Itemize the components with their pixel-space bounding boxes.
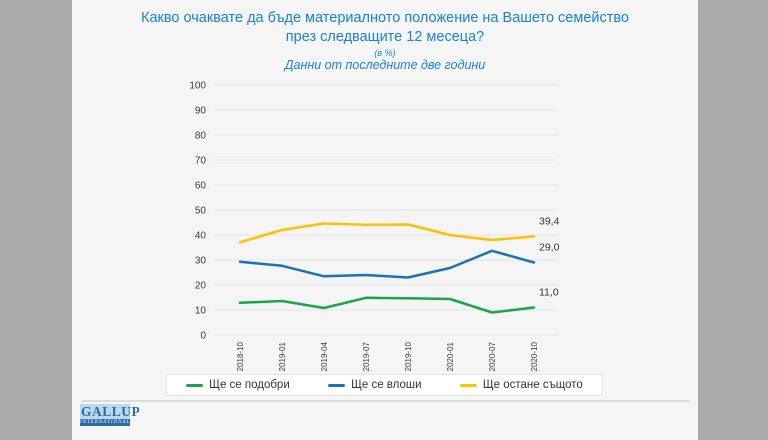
legend-item: Ще остане същото bbox=[459, 379, 583, 391]
x-axis-tick-label: 2019-10 bbox=[404, 341, 413, 371]
y-axis-tick-label: 40 bbox=[195, 231, 207, 242]
gallup-logo-subtitle: INTERNATIONAL bbox=[80, 419, 131, 426]
x-axis-tick-label: 2019-07 bbox=[362, 341, 371, 371]
x-axis-tick-label: 2019-04 bbox=[320, 341, 329, 371]
series-end-data-label: 29,0 bbox=[539, 242, 560, 254]
legend-label: Ще остане същото bbox=[482, 379, 583, 391]
slide: Какво очаквате да бъде материалното поло… bbox=[72, 0, 698, 440]
gallup-logo-wordmark: GALLUP bbox=[80, 404, 141, 419]
legend-item: Ще се подобри bbox=[186, 379, 290, 391]
y-axis-tick-label: 60 bbox=[195, 181, 207, 192]
chart-title: Какво очаквате да бъде материалното поло… bbox=[141, 10, 629, 45]
chart-subtitle-percent: (в %) bbox=[374, 48, 396, 58]
x-axis-tick-label: 2018-10 bbox=[236, 341, 245, 371]
legend-label: Ще се влоши bbox=[351, 379, 422, 391]
series-line bbox=[238, 296, 536, 314]
legend-item: Ще се влоши bbox=[328, 379, 422, 391]
gallup-logo: GALLUP INTERNATIONAL bbox=[80, 404, 141, 426]
y-axis-tick-label: 50 bbox=[195, 206, 207, 217]
y-axis-tick-label: 90 bbox=[195, 106, 207, 117]
series-line bbox=[238, 249, 536, 279]
x-axis-tick-label: 2020-01 bbox=[446, 341, 455, 371]
legend-marker bbox=[328, 383, 346, 387]
series-end-data-label: 11,0 bbox=[539, 287, 559, 299]
y-axis-tick-label: 70 bbox=[195, 156, 207, 167]
line-chart: 0 10 20 30 40 50 60 70 80 90 100 2018-10 2019-01 2019… bbox=[189, 81, 560, 372]
x-axis-tick-label: 2020-10 bbox=[530, 341, 539, 371]
legend-label: Ще се подобри bbox=[209, 379, 290, 391]
y-axis-tick-label: 10 bbox=[195, 306, 207, 317]
legend-marker bbox=[186, 383, 204, 387]
chart-subtitle-note: Данни от последните две години bbox=[284, 58, 486, 72]
y-axis-tick-label: 100 bbox=[189, 81, 206, 92]
series-end-data-label: 39,4 bbox=[539, 216, 560, 228]
y-axis-tick-label: 20 bbox=[195, 281, 207, 292]
series-line bbox=[238, 222, 536, 244]
footer-divider bbox=[82, 400, 690, 402]
x-axis-tick-label: 2020-07 bbox=[488, 341, 497, 371]
y-axis-tick-label: 30 bbox=[195, 256, 207, 267]
chart-legend: Ще се подобри Ще се влоши Ще остане същото bbox=[166, 374, 603, 396]
y-axis-tick-label: 80 bbox=[195, 131, 207, 142]
y-axis-tick-label: 0 bbox=[200, 331, 206, 342]
x-axis-tick-label: 2019-01 bbox=[278, 341, 287, 371]
legend-marker bbox=[459, 383, 477, 387]
